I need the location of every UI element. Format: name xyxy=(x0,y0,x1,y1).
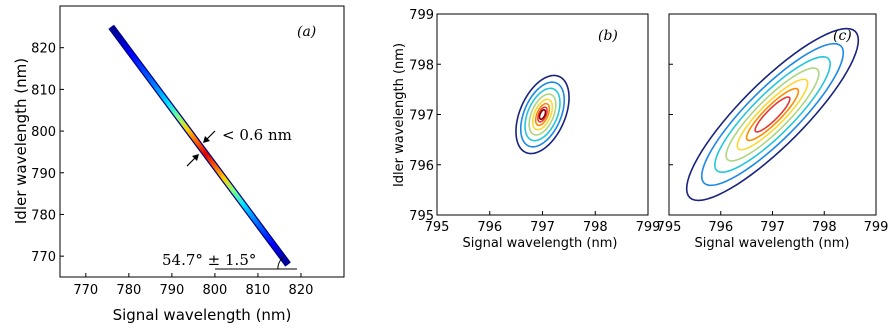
width-arrowhead-top xyxy=(203,136,210,143)
panel-a-label: (a) xyxy=(297,24,316,40)
panel-a-line-fill xyxy=(109,25,290,266)
panel-b-y-axis-label: Idler wavelength (nm) xyxy=(392,43,407,187)
panel-b-contour-line xyxy=(537,106,548,123)
panel-a-y-tick-label: 790 xyxy=(31,167,56,182)
panel-c-x-axis-label: Signal wavelength (nm) xyxy=(695,236,850,251)
panel-c-frame xyxy=(668,13,877,216)
panel-c-x-tick-label: 796 xyxy=(708,220,733,235)
panel-b-x-tick-label: 798 xyxy=(583,220,608,235)
panel-b: 795 796 797 798 799 795 796 797 798 799 (b) Sign… xyxy=(392,8,660,251)
panel-b-contours xyxy=(515,74,570,155)
panel-c-contours xyxy=(685,27,860,202)
panel-a: 770 780 790 800 810 820 770 780 790 800 810 820 (a… xyxy=(12,5,345,324)
panel-b-y-tick-label: 798 xyxy=(409,58,434,73)
angle-arc xyxy=(277,256,285,270)
panel-b-contour-line xyxy=(534,102,551,127)
panel-b-label: (b) xyxy=(598,28,618,44)
panel-c-x-ticks: 795 796 797 798 799 xyxy=(657,211,889,235)
panel-c-contour-line xyxy=(745,87,800,142)
panel-c: 795 796 797 798 799 (c) Signal wavelength (n… xyxy=(657,13,889,251)
panel-c-x-tick-label: 799 xyxy=(864,220,889,235)
panel-c-x-tick-label: 798 xyxy=(812,220,837,235)
panel-b-x-ticks: 795 796 797 798 799 xyxy=(425,211,661,235)
panel-c-contour-line xyxy=(685,27,860,202)
panel-a-x-tick-label: 820 xyxy=(289,283,314,298)
panel-c-contour-line xyxy=(700,42,845,187)
panel-b-y-ticks: 795 796 797 798 799 xyxy=(409,8,441,224)
panel-c-x-tick-label: 795 xyxy=(657,220,682,235)
panel-a-x-ticks: 770 780 790 800 810 820 xyxy=(73,273,313,298)
panel-c-contour-line xyxy=(714,55,831,174)
panel-b-x-axis-label: Signal wavelength (nm) xyxy=(463,236,618,251)
panel-b-contour-line xyxy=(531,98,554,131)
panel-b-x-tick-label: 799 xyxy=(636,220,661,235)
angle-annotation: 54.7° ± 1.5° xyxy=(162,251,256,269)
panel-c-contour-line xyxy=(736,78,809,151)
panel-a-y-tick-label: 780 xyxy=(31,208,56,223)
panel-a-x-tick-label: 770 xyxy=(73,283,98,298)
panel-b-x-tick-label: 795 xyxy=(425,220,450,235)
panel-a-y-tick-label: 770 xyxy=(31,250,56,265)
panel-a-y-tick-label: 800 xyxy=(31,125,56,140)
panel-c-x-tick-label: 797 xyxy=(760,220,785,235)
panel-a-x-tick-label: 790 xyxy=(159,283,184,298)
panel-c-contour-line xyxy=(754,96,791,133)
panel-a-x-tick-label: 780 xyxy=(116,283,141,298)
panel-b-contour-line xyxy=(515,74,570,155)
panel-b-contour-line xyxy=(538,108,547,121)
panel-b-contour-line xyxy=(524,87,561,142)
panel-a-y-tick-label: 820 xyxy=(31,42,56,57)
panel-c-y-ticks xyxy=(669,13,673,216)
panel-c-label: (c) xyxy=(833,28,852,44)
width-annotation: < 0.6 nm xyxy=(222,126,292,144)
panel-a-series-line xyxy=(108,24,291,267)
panel-a-x-axis-label: Signal wavelength (nm) xyxy=(113,306,292,324)
panel-a-y-axis-label: Idler wavelength (nm) xyxy=(12,58,30,224)
panel-b-y-tick-label: 796 xyxy=(409,159,434,174)
panel-b-y-tick-label: 795 xyxy=(409,209,434,224)
panel-a-y-tick-label: 810 xyxy=(31,83,56,98)
panel-a-x-tick-label: 800 xyxy=(202,283,227,298)
panel-a-y-ticks: 770 780 790 800 810 820 xyxy=(31,42,64,265)
panel-b-y-tick-label: 797 xyxy=(409,109,434,124)
panel-b-contour-line xyxy=(528,93,557,136)
panel-b-x-tick-label: 796 xyxy=(477,220,502,235)
panel-b-contour-line xyxy=(519,81,566,148)
panel-a-x-tick-label: 810 xyxy=(246,283,271,298)
panel-b-frame xyxy=(436,13,649,216)
panel-c-contour-line xyxy=(725,67,820,162)
panel-a-frame xyxy=(59,5,345,278)
panel-b-y-tick-label: 799 xyxy=(409,8,434,23)
panel-b-x-tick-label: 797 xyxy=(530,220,555,235)
width-arrowhead-bottom xyxy=(192,154,199,161)
